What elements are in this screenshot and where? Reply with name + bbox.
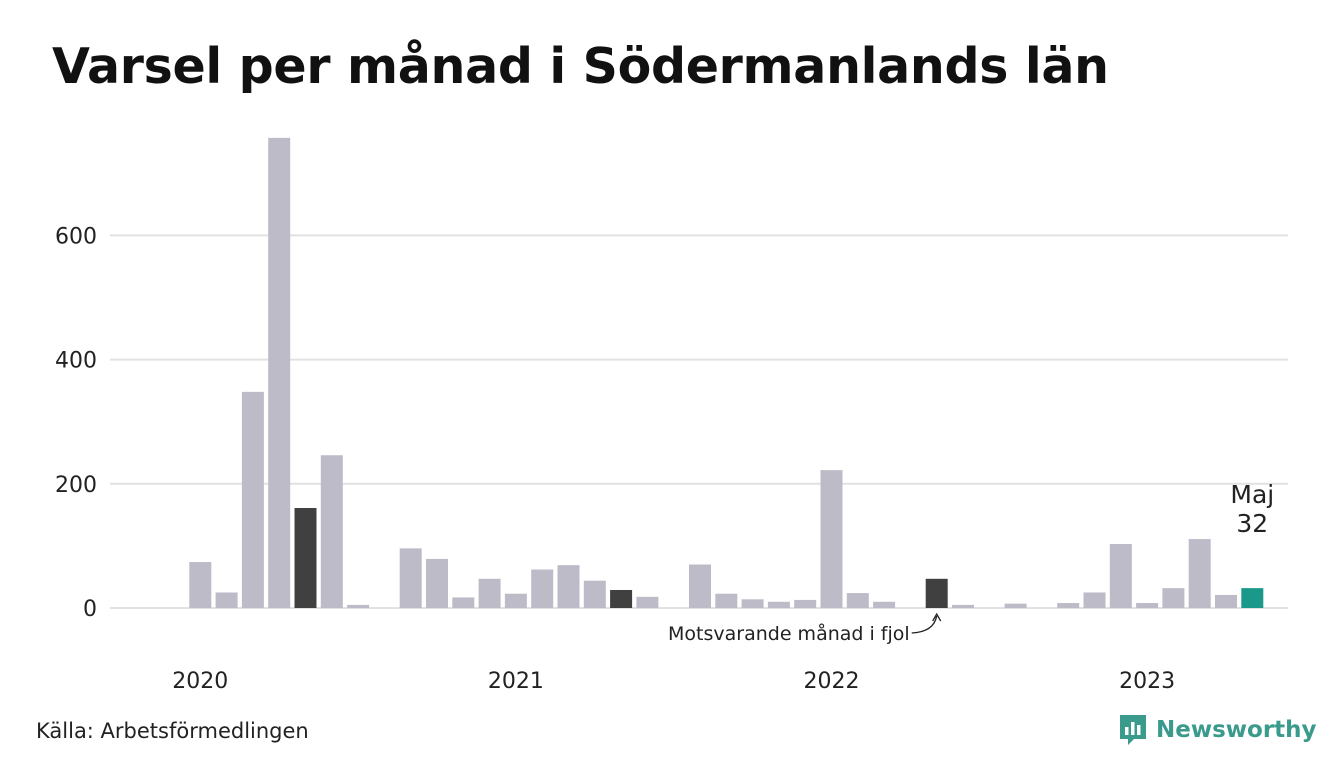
bar-2021-05 <box>610 589 633 608</box>
source-label: Källa: Arbetsförmedlingen <box>36 719 309 743</box>
brand-logo[interactable]: Newsworthy <box>1118 713 1317 747</box>
x-tick-label: 2021 <box>488 669 544 694</box>
bar-2023-01 <box>1136 603 1159 608</box>
bar-2021-04 <box>583 580 606 608</box>
bar-2021-06 <box>636 596 659 608</box>
bar-2022-12 <box>1109 544 1132 608</box>
bar-2021-09 <box>715 593 738 608</box>
y-tick-label: 400 <box>55 349 97 374</box>
bar-2022-02 <box>846 593 869 608</box>
bar-2020-05 <box>294 508 317 608</box>
bar-2020-01 <box>189 562 212 608</box>
bar-2020-10 <box>426 558 448 608</box>
bar-2023-04 <box>1215 594 1237 608</box>
bar-2023-02 <box>1162 588 1185 608</box>
y-tick-label: 600 <box>55 224 97 249</box>
y-tick-label: 0 <box>83 597 97 622</box>
x-axis-ticks: 2020 2021 2022 2023 <box>172 669 1175 694</box>
bar-2023-05 <box>1241 588 1264 608</box>
bar-2022-10 <box>1057 603 1080 608</box>
bar-2022-08 <box>1004 603 1027 608</box>
newsworthy-logo-icon <box>1120 715 1146 745</box>
bar-2020-04 <box>268 137 291 608</box>
page-title: Varsel per månad i Södermanlands län <box>52 38 1109 95</box>
bar-2022-05 <box>925 578 948 608</box>
bar-2021-03 <box>557 565 580 608</box>
bar-2022-11 <box>1083 592 1106 608</box>
y-axis-ticks: 0 200 400 600 <box>55 224 97 622</box>
y-tick-label: 200 <box>55 473 97 498</box>
bar-2020-06 <box>320 455 343 608</box>
bar-2020-12 <box>478 578 501 608</box>
bar-2021-02 <box>531 569 554 608</box>
bar-2022-06 <box>952 604 974 608</box>
bar-2020-11 <box>452 597 475 608</box>
bar-2021-11 <box>767 601 790 608</box>
annotation-arrowhead <box>932 612 942 622</box>
bar-2020-07 <box>347 604 370 608</box>
bar-2021-12 <box>794 599 817 608</box>
bar-2020-03 <box>241 391 264 608</box>
bar-2022-01 <box>820 470 843 608</box>
current-value-label: 32 <box>1236 509 1268 538</box>
bar-2021-08 <box>689 564 711 608</box>
x-tick-label: 2023 <box>1119 669 1175 694</box>
bar-2021-01 <box>504 593 527 608</box>
last-year-annotation: Motsvarande månad i fjol <box>668 622 910 645</box>
bar-2021-10 <box>741 599 764 608</box>
x-tick-label: 2022 <box>804 669 860 694</box>
brand-name: Newsworthy <box>1156 717 1317 743</box>
bars <box>189 137 1264 608</box>
bar-2022-03 <box>873 601 896 608</box>
bar-2020-02 <box>215 592 238 608</box>
x-tick-label: 2020 <box>172 669 228 694</box>
bar-2020-09 <box>399 548 422 608</box>
annotation-arrow <box>911 615 938 634</box>
bar-2023-03 <box>1188 539 1211 608</box>
current-month-label: Maj <box>1230 480 1274 509</box>
